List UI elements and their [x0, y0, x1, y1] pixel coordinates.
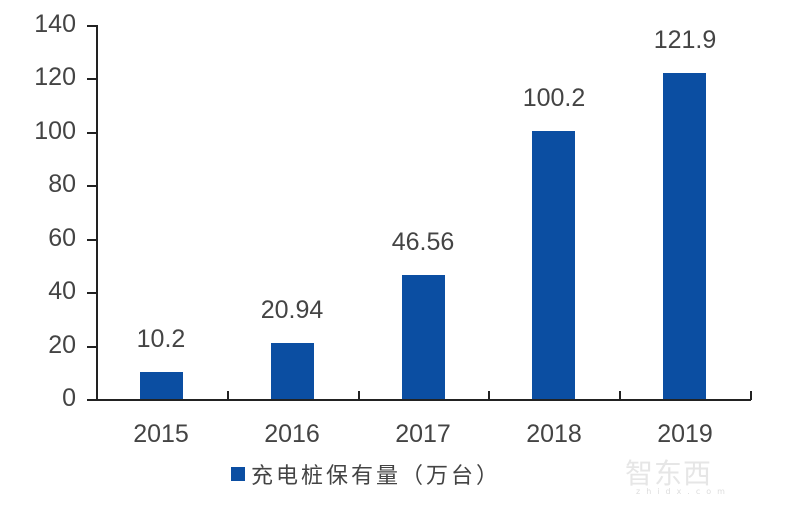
value-label-2019: 121.9: [653, 26, 717, 54]
y-tick-label: 20: [48, 330, 76, 359]
y-tick: [87, 185, 96, 188]
y-tick: [87, 238, 96, 241]
x-tick: [750, 391, 752, 400]
value-label-2017: 46.56: [391, 228, 455, 256]
y-tick-label: 0: [62, 384, 76, 412]
value-label-2016: 20.94: [260, 296, 324, 324]
bar-2016: [271, 343, 314, 399]
y-tick: [87, 292, 96, 295]
bar-2019: [663, 73, 706, 399]
watermark-url: zhidx.com: [636, 487, 731, 496]
x-tick: [96, 391, 98, 400]
y-tick-label: 40: [48, 277, 76, 306]
legend-label: 充电桩保有量（万台）: [251, 464, 502, 489]
x-tick-label-2019: 2019: [657, 420, 713, 448]
bar-2017: [402, 275, 445, 399]
y-tick: [87, 399, 96, 401]
bar-2018: [532, 131, 575, 399]
legend: 充电桩保有量（万台）: [231, 458, 501, 490]
y-tick-label: 140: [34, 10, 76, 38]
x-tick: [358, 391, 360, 400]
value-label-2015: 10.2: [136, 325, 186, 353]
y-tick: [87, 131, 96, 134]
y-tick-label: 120: [34, 63, 76, 92]
x-axis-line: [96, 399, 751, 401]
x-tick-label-2016: 2016: [264, 420, 320, 448]
value-label-2018: 100.2: [522, 84, 586, 112]
y-tick: [87, 25, 96, 27]
y-tick-label: 80: [48, 170, 76, 199]
bar-2015: [140, 372, 183, 399]
legend-swatch: [231, 467, 245, 481]
y-tick-label: 60: [48, 223, 76, 252]
x-tick-label-2015: 2015: [133, 420, 189, 448]
y-tick-label: 100: [34, 116, 76, 145]
x-tick: [227, 391, 229, 400]
y-tick: [87, 345, 96, 348]
y-tick: [87, 78, 96, 81]
x-tick: [619, 391, 621, 400]
x-tick-label-2018: 2018: [526, 420, 582, 448]
x-tick-label-2017: 2017: [395, 420, 451, 448]
x-tick: [488, 391, 490, 400]
watermark-logo: 智东西: [625, 457, 713, 490]
y-axis-line: [96, 25, 98, 400]
